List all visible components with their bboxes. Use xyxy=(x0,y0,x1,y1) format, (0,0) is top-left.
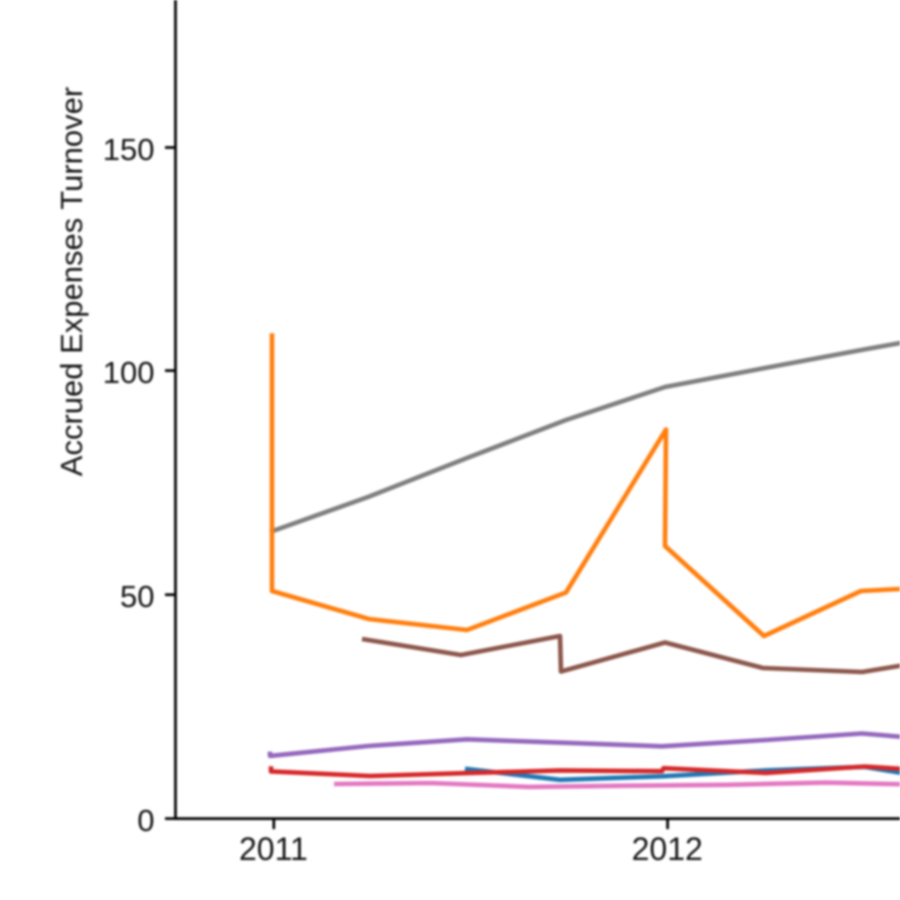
svg-text:50: 50 xyxy=(120,579,154,614)
svg-text:Accrued Expenses Turnover: Accrued Expenses Turnover xyxy=(54,87,89,476)
svg-text:100: 100 xyxy=(103,355,155,390)
svg-text:150: 150 xyxy=(103,132,155,167)
svg-text:0: 0 xyxy=(137,803,154,838)
svg-text:2011: 2011 xyxy=(239,831,308,867)
svg-text:2012: 2012 xyxy=(632,831,703,867)
